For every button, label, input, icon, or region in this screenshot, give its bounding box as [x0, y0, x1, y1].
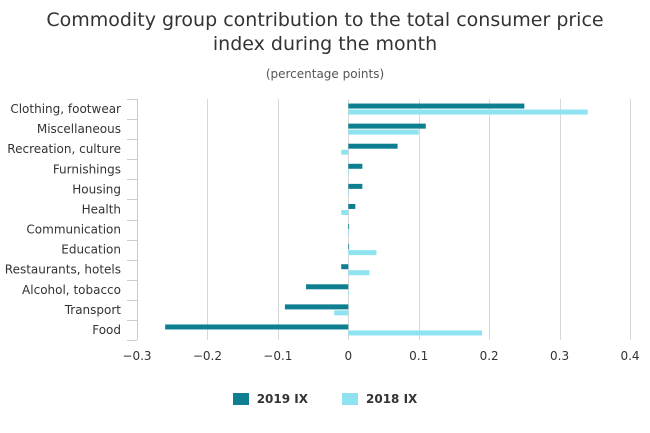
legend-swatch-2019 — [232, 393, 249, 405]
x-tick-label: 0.3 — [550, 349, 569, 363]
bar-2018 — [348, 230, 350, 236]
x-tick-label: 0.4 — [620, 349, 639, 363]
bar-2019 — [165, 324, 349, 330]
y-tick-label: Clothing, footwear — [10, 102, 121, 116]
x-tick-label: −0.1 — [263, 349, 292, 363]
x-tick-label: 0 — [344, 349, 352, 363]
x-tick-label: 0.1 — [409, 349, 428, 363]
y-tick-label: Furnishings — [53, 162, 121, 176]
bar-2018 — [348, 270, 370, 276]
bar-2018 — [348, 330, 483, 336]
legend-item-2018[interactable]: 2018 IX — [342, 392, 417, 406]
y-tick-label: Miscellaneous — [37, 122, 121, 136]
chart-subtitle: (percentage points) — [265, 67, 385, 81]
bar-2018 — [348, 250, 377, 256]
y-tick-label: Food — [92, 323, 121, 337]
y-tick-label: Housing — [72, 182, 121, 196]
legend-label-2019: 2019 IX — [256, 392, 308, 406]
y-tick-label: Alcohol, tobacco — [22, 283, 121, 297]
bar-2018 — [348, 109, 588, 115]
x-tick-label: −0.3 — [122, 349, 151, 363]
bar-2018 — [334, 310, 349, 316]
bar-2018 — [348, 129, 419, 135]
bar-2019 — [284, 304, 349, 310]
y-tick-label: Restaurants, hotels — [5, 263, 121, 277]
y-tick-label: Transport — [64, 303, 122, 317]
legend-item-2019[interactable]: 2019 IX — [232, 392, 308, 406]
bar-2018 — [341, 149, 349, 155]
bar-2019 — [348, 123, 426, 129]
y-tick-label: Communication — [26, 223, 121, 237]
bar-2018 — [341, 209, 349, 215]
bar-2019 — [306, 284, 349, 290]
x-tick-label: −0.2 — [193, 349, 222, 363]
bar-2019 — [348, 143, 398, 149]
chart-title: Commodity group contribution to the tota… — [46, 9, 604, 55]
x-tick-label: 0.2 — [480, 349, 499, 363]
bar-2019 — [348, 224, 350, 230]
legend-swatch-2018 — [342, 393, 358, 405]
chart-legend: 2019 IX 2018 IX — [0, 392, 650, 406]
y-tick-label: Recreation, culture — [7, 142, 121, 156]
bar-2019 — [348, 183, 363, 189]
bar-2019 — [348, 103, 525, 109]
bar-2019 — [348, 244, 350, 250]
bar-2018 — [348, 189, 350, 195]
y-tick-label: Education — [61, 243, 121, 257]
bar-2018 — [348, 169, 350, 175]
bar-2019 — [348, 163, 363, 169]
bar-2019 — [348, 203, 356, 209]
bar-2018 — [348, 290, 350, 296]
bar-2019 — [341, 264, 349, 270]
legend-label-2018: 2018 IX — [366, 392, 418, 406]
y-tick-label: Health — [82, 202, 121, 216]
